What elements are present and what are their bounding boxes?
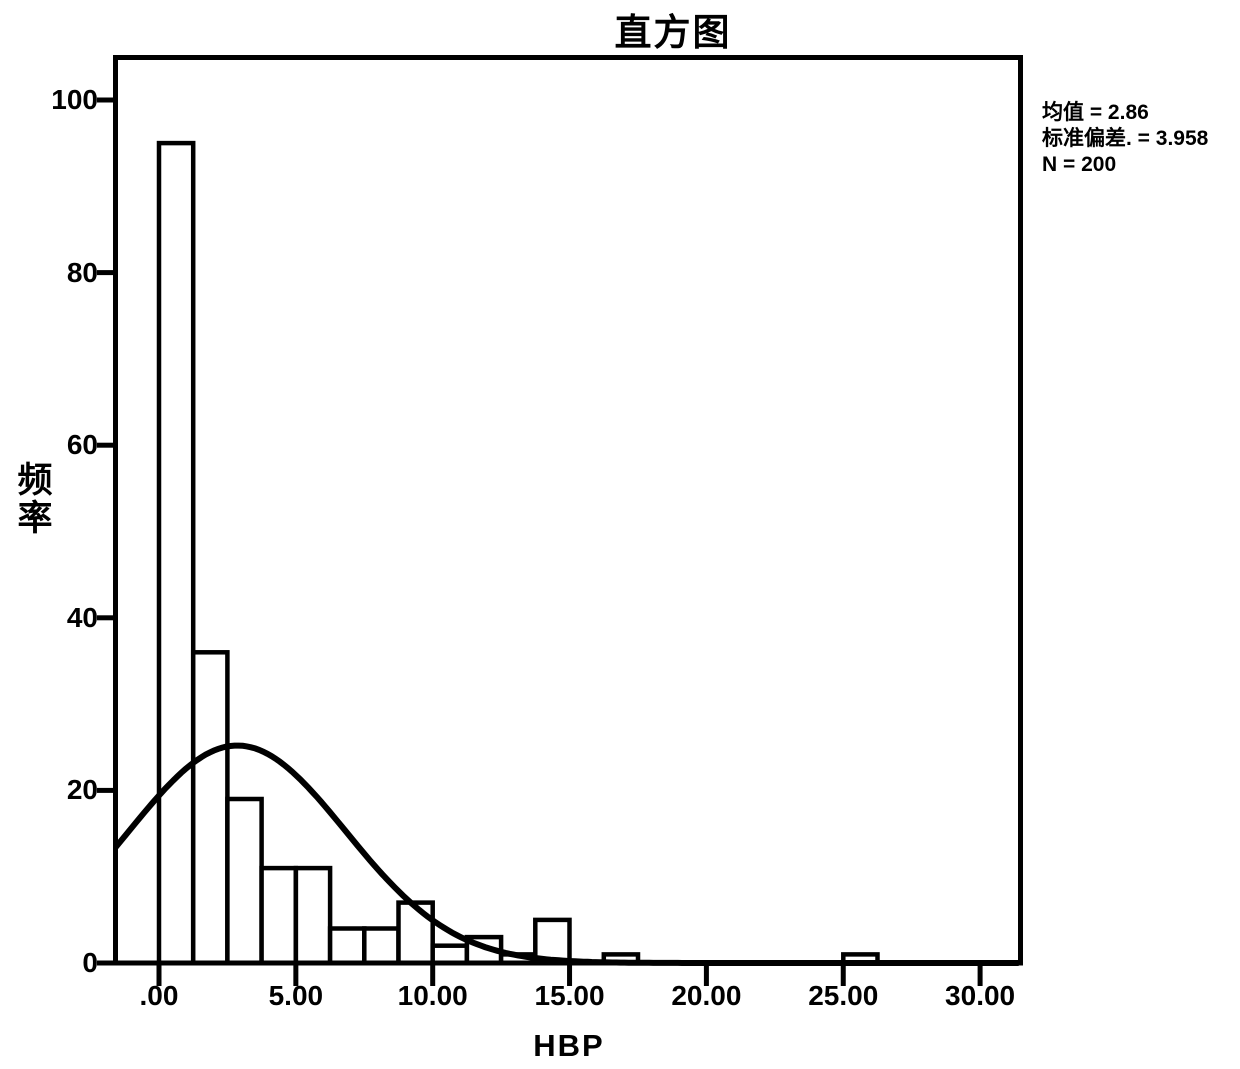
y-tick-label: 20: [66, 774, 98, 806]
histogram-bar: [190, 650, 230, 966]
stat-std-dev: 标准偏差. = 3.958: [1042, 127, 1209, 150]
stat-n: N = 200: [1042, 153, 1117, 176]
chart-title: 直方图: [614, 12, 732, 53]
x-tick-label: 25.00: [808, 980, 879, 1011]
y-axis-label: 频率: [14, 462, 56, 538]
y-axis-label-char: 频: [17, 461, 53, 500]
y-tick-label: 60: [66, 429, 98, 461]
x-tick-label: 10.00: [397, 980, 468, 1011]
histogram-bar: [362, 926, 401, 966]
histogram-bar: [396, 900, 435, 966]
x-axis-label: HBP: [533, 1028, 605, 1063]
x-tick-label: 30.00: [945, 980, 1016, 1011]
x-tick-label: .00: [139, 980, 179, 1011]
histogram-bar: [156, 140, 196, 966]
x-tick-label: 20.00: [671, 980, 742, 1011]
x-tick-label: 15.00: [534, 980, 605, 1011]
stats-block: 均值 = 2.86 标准偏差. = 3.958 N = 200: [1042, 100, 1208, 178]
histogram-bar: [430, 943, 470, 966]
y-tick-label: 100: [51, 84, 98, 115]
histogram-bar: [327, 926, 367, 966]
y-axis-label-char: 率: [17, 499, 53, 538]
y-tick-label: 0: [82, 947, 98, 978]
histogram-bar: [225, 796, 264, 966]
x-tick-label: 5.00: [268, 980, 324, 1011]
histogram-bar: [259, 865, 299, 966]
y-tick-label: 40: [66, 601, 98, 633]
stat-mean: 均值 = 2.86: [1042, 101, 1149, 124]
y-tick-label: 80: [66, 256, 98, 288]
histogram-bar: [293, 865, 333, 966]
